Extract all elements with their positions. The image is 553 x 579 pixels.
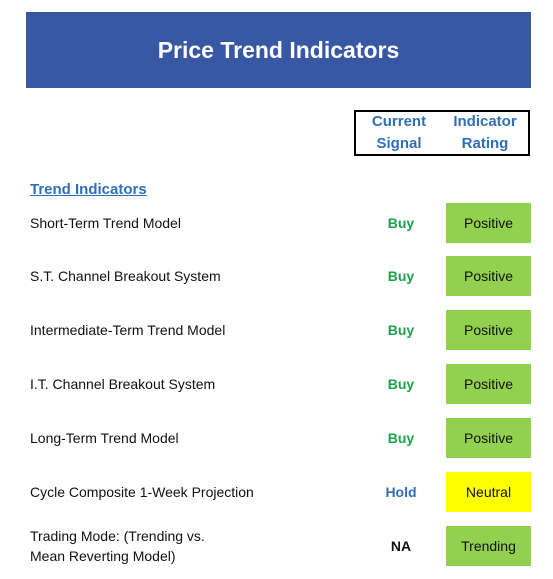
current-signal-header-line2: Signal — [376, 135, 422, 152]
indicator-row: Trading Mode: (Trending vs. Mean Reverti… — [0, 525, 553, 567]
rating-badge: Positive — [446, 203, 531, 243]
rating-badge: Positive — [446, 364, 531, 404]
indicator-label: Cycle Composite 1-Week Projection — [30, 484, 254, 500]
indicator-label: Short-Term Trend Model — [30, 215, 181, 231]
rating-badge: Trending — [446, 526, 531, 566]
current-signal-header-line1: Current — [371, 113, 427, 130]
indicator-row: S.T. Channel Breakout System Buy Positiv… — [0, 255, 553, 297]
rating-badge: Positive — [446, 256, 531, 296]
section-title: Trend Indicators — [30, 181, 147, 198]
signal-value: Hold — [385, 484, 417, 500]
current-signal-header: Current Signal — [356, 112, 442, 154]
signal-value: Buy — [387, 215, 415, 231]
indicator-row: I.T. Channel Breakout System Buy Positiv… — [0, 363, 553, 405]
indicator-label: I.T. Channel Breakout System — [30, 376, 216, 392]
signal-value: Buy — [387, 430, 415, 446]
signal-value: Buy — [387, 322, 415, 338]
rating-badge: Neutral — [446, 472, 531, 512]
column-headers: Current Signal Indicator Rating — [354, 110, 530, 156]
indicator-label: Long-Term Trend Model — [30, 430, 179, 446]
indicator-rating-header-line2: Rating — [461, 135, 509, 152]
signal-value: Buy — [387, 376, 415, 392]
title-banner: Price Trend Indicators — [26, 12, 531, 88]
page-title: Price Trend Indicators — [157, 36, 400, 63]
indicator-row: Intermediate-Term Trend Model Buy Positi… — [0, 309, 553, 351]
indicator-row: Short-Term Trend Model Buy Positive — [0, 202, 553, 244]
signal-value: NA — [390, 538, 412, 554]
indicator-label: Trading Mode: (Trending vs. Mean Reverti… — [30, 525, 205, 567]
indicator-row: Cycle Composite 1-Week Projection Hold N… — [0, 471, 553, 513]
indicator-rating-header-line1: Indicator — [453, 113, 517, 130]
signal-value: Buy — [387, 268, 415, 284]
indicator-row: Long-Term Trend Model Buy Positive — [0, 417, 553, 459]
indicator-label: S.T. Channel Breakout System — [30, 268, 221, 284]
indicator-label-line1: Trading Mode: (Trending vs. — [30, 528, 205, 544]
indicator-rating-header: Indicator Rating — [442, 112, 528, 154]
indicator-label-line2: Mean Reverting Model) — [30, 548, 176, 564]
indicator-label: Intermediate-Term Trend Model — [30, 322, 226, 338]
rating-badge: Positive — [446, 310, 531, 350]
rating-badge: Positive — [446, 418, 531, 458]
